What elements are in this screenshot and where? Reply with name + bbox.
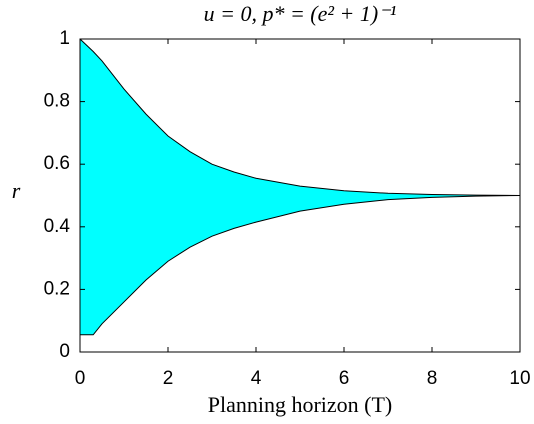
x-tick-label: 0 bbox=[75, 368, 86, 389]
x-tick-label: 10 bbox=[509, 368, 530, 389]
x-axis-label: Planning horizon (T) bbox=[208, 392, 393, 417]
chart-title: u = 0, p* = (e² + 1)⁻¹ bbox=[204, 1, 397, 26]
y-tick-label: 0.6 bbox=[44, 153, 70, 174]
y-tick-label: 0.2 bbox=[44, 278, 70, 299]
x-tick-label: 4 bbox=[251, 368, 262, 389]
boundary-line bbox=[79, 38, 521, 196]
y-tick-label: 0.8 bbox=[44, 91, 70, 112]
plot-frame bbox=[79, 38, 521, 353]
y-tick-label: 0.4 bbox=[44, 216, 71, 237]
x-tick-label: 6 bbox=[339, 368, 350, 389]
y-axis-label: r bbox=[12, 178, 21, 203]
y-tick-label: 0 bbox=[59, 341, 70, 362]
x-tick-label: 2 bbox=[163, 368, 174, 389]
x-tick-label: 8 bbox=[427, 368, 438, 389]
boundary-line bbox=[80, 195, 521, 336]
range-area bbox=[80, 39, 520, 335]
y-tick-label: 1 bbox=[59, 28, 70, 49]
